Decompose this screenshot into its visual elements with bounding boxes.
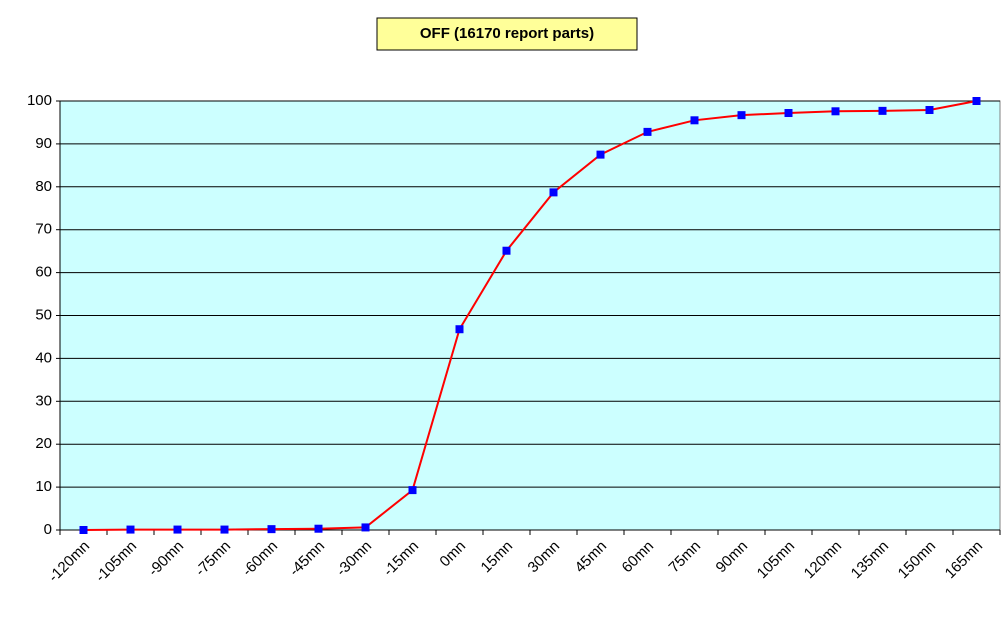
y-tick-label: 70 — [35, 221, 52, 238]
x-tick-label: 75mn — [666, 538, 705, 577]
x-tick-label: -90mn — [145, 538, 187, 580]
x-tick-label: 45mn — [572, 538, 611, 577]
chart-title: OFF (16170 report parts) — [420, 25, 594, 42]
marker — [267, 525, 276, 534]
y-tick-label: 100 — [27, 92, 52, 109]
y-tick-label: 60 — [35, 264, 52, 281]
marker — [596, 150, 605, 159]
marker — [972, 97, 981, 105]
x-tick-label: 60mn — [619, 538, 658, 577]
marker — [173, 525, 182, 534]
marker — [784, 109, 793, 118]
series-line — [83, 100, 977, 531]
x-tick-label: 150mn — [895, 538, 939, 582]
marker — [831, 107, 840, 116]
marker — [878, 106, 887, 115]
x-tick-label: 15mn — [478, 538, 517, 577]
y-tick-label: 0 — [44, 521, 52, 538]
y-tick-label: 80 — [35, 178, 52, 195]
x-tick-label: -30mn — [333, 538, 375, 580]
x-tick-label: 135mn — [848, 538, 892, 582]
x-tick-label: 165mn — [942, 538, 986, 582]
marker — [690, 116, 699, 125]
x-tick-label: 30mn — [525, 538, 564, 577]
x-tick-label: -75mn — [192, 538, 234, 580]
x-tick-label: 0mn — [436, 538, 469, 571]
y-tick-label: 40 — [35, 349, 52, 366]
x-tick-label: 90mn — [713, 538, 752, 577]
x-tick-label: 120mn — [801, 538, 845, 582]
marker — [925, 106, 934, 115]
x-tick-label: -45mn — [286, 538, 328, 580]
marker — [408, 486, 417, 495]
marker — [361, 523, 370, 532]
marker — [549, 188, 558, 197]
x-tick-label: -105mn — [92, 538, 140, 586]
x-tick-label: -120mn — [45, 538, 93, 586]
x-tick-label: -15mn — [380, 538, 422, 580]
marker — [79, 526, 88, 534]
y-tick-label: 50 — [35, 306, 52, 323]
marker — [220, 525, 229, 534]
x-tick-label: 105mn — [754, 538, 798, 582]
marker — [455, 325, 464, 334]
marker — [643, 127, 652, 136]
marker — [502, 246, 511, 255]
y-tick-label: 30 — [35, 392, 52, 409]
marker — [314, 524, 323, 533]
y-tick-label: 20 — [35, 435, 52, 452]
title-box — [376, 17, 638, 51]
marker — [737, 111, 746, 120]
y-tick-label: 90 — [35, 135, 52, 152]
marker — [126, 525, 135, 534]
y-tick-label: 10 — [35, 478, 52, 495]
x-tick-label: -60mn — [239, 538, 281, 580]
